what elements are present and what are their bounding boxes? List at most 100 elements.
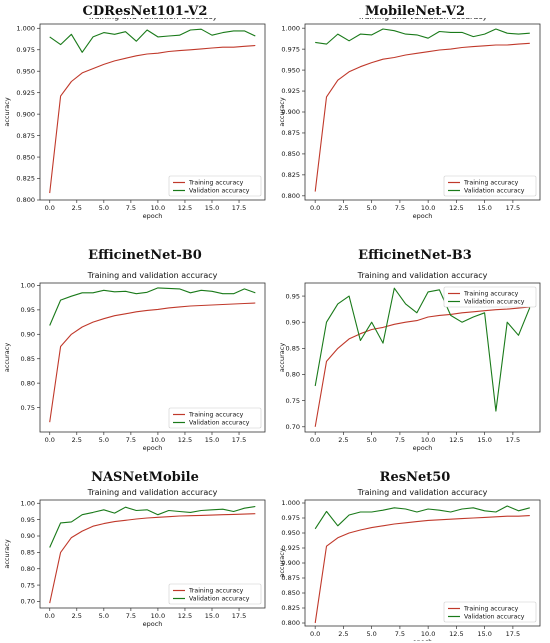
x-tick-label: 10.0 [421,204,435,212]
x-axis-label: epoch [413,444,433,452]
y-axis-label: accuracy [278,97,286,126]
validation-accuracy-line [314,287,531,412]
legend-label: Training accuracy [463,180,519,187]
legend-label: Training accuracy [463,606,519,613]
legend-label: Training accuracy [188,180,244,187]
legend-label: Validation accuracy [464,188,525,195]
validation-accuracy-line [314,505,530,530]
x-tick-label: 10.0 [151,436,165,444]
x-tick-label: 7.5 [126,204,136,212]
chart-title: Training and validation accuracy [357,488,488,497]
x-tick-label: 2.5 [72,436,82,444]
y-tick-label: 0.75 [21,404,35,412]
chart-title: Training and validation accuracy [87,271,218,280]
y-tick-label: 0.950 [281,529,300,537]
x-tick-label: 10.0 [151,612,165,620]
y-tick-label: 0.95 [21,516,35,524]
y-tick-label: 0.975 [281,514,300,522]
x-tick-label: 17.5 [232,204,246,212]
x-tick-label: 12.5 [178,204,192,212]
y-tick-label: 0.70 [286,423,300,431]
accuracy-chart: Training and validation accuracy 0.0 2.5 5.… [278,488,541,641]
x-tick-label: 12.5 [178,612,192,620]
y-tick-label: 0.925 [281,87,300,95]
training-accuracy-line [49,44,256,194]
x-tick-label: 15.0 [205,436,219,444]
x-tick-label: 17.5 [506,204,520,212]
plot-frame [39,282,266,433]
plot-frame [39,499,266,609]
x-tick-label: 10.0 [151,204,165,212]
x-tick-label: 12.5 [178,436,192,444]
y-tick-label: 1.000 [281,24,300,32]
y-axis-label: accuracy [278,343,286,372]
y-tick-label: 0.950 [16,67,35,75]
y-tick-label: 1.00 [21,499,35,507]
y-axis-label: accuracy [3,343,11,372]
x-tick-label: 0.0 [45,436,55,444]
x-tick-label: 7.5 [126,436,136,444]
y-tick-label: 0.900 [281,559,300,567]
x-tick-label: 7.5 [395,436,405,444]
y-tick-label: 0.825 [281,171,300,179]
y-tick-label: 0.925 [281,544,300,552]
model-title: ResNet50 [379,470,451,485]
x-axis-label: epoch [413,638,433,641]
legend-box [168,583,262,605]
x-tick-label: 12.5 [449,436,463,444]
x-tick-label: 17.5 [506,630,520,638]
training-accuracy-line [49,513,256,604]
legend-box [443,286,537,308]
y-tick-label: 0.85 [286,345,300,353]
y-tick-label: 0.850 [16,153,35,161]
accuracy-chart: Training and validation accuracy 0.0 2.5 5.… [278,271,541,452]
y-tick-label: 0.975 [16,46,35,54]
legend-box [168,175,262,197]
y-tick-label: 0.75 [21,581,35,589]
x-tick-label: 0.0 [45,612,55,620]
model-title: EfficinetNet-B0 [88,248,202,263]
y-tick-label: 1.000 [16,24,35,32]
y-tick-label: 0.90 [286,318,300,326]
x-tick-label: 5.0 [99,612,109,620]
legend-label: Validation accuracy [189,188,250,195]
x-tick-label: 17.5 [232,436,246,444]
y-tick-label: 0.975 [281,45,300,53]
x-tick-label: 2.5 [338,630,348,638]
y-tick-label: 0.70 [21,598,35,606]
y-tick-label: 0.825 [281,604,300,612]
legend-label: Validation accuracy [189,420,250,427]
x-tick-label: 5.0 [366,204,376,212]
model-title: MobileNet-V2 [364,4,466,19]
y-tick-label: 0.85 [21,549,35,557]
plot-frame [39,23,266,201]
validation-accuracy-line [49,28,256,53]
x-tick-label: 7.5 [126,612,136,620]
x-tick-label: 10.0 [421,630,435,638]
legend-label: Training accuracy [188,588,244,595]
accuracy-chart: Training and validation accuracy 0.0 2.5 5.… [3,271,266,452]
y-tick-label: 0.900 [281,108,300,116]
model-title: CDResNet101-V2 [82,4,208,19]
y-tick-label: 0.90 [21,330,35,338]
legend-box [443,601,537,623]
y-tick-label: 1.000 [281,499,300,507]
y-tick-label: 0.800 [16,196,35,204]
legend-box [168,407,262,429]
x-tick-label: 17.5 [506,436,520,444]
chart-title: Training and validation accuracy [357,18,488,21]
x-tick-label: 5.0 [99,204,109,212]
plot-frame [304,282,541,433]
training-accuracy-line [49,302,256,423]
x-tick-label: 5.0 [366,436,376,444]
model-title: NASNetMobile [91,470,199,485]
y-tick-label: 0.80 [21,379,35,387]
x-tick-label: 15.0 [205,612,219,620]
validation-accuracy-line [49,505,256,548]
x-tick-label: 2.5 [72,612,82,620]
